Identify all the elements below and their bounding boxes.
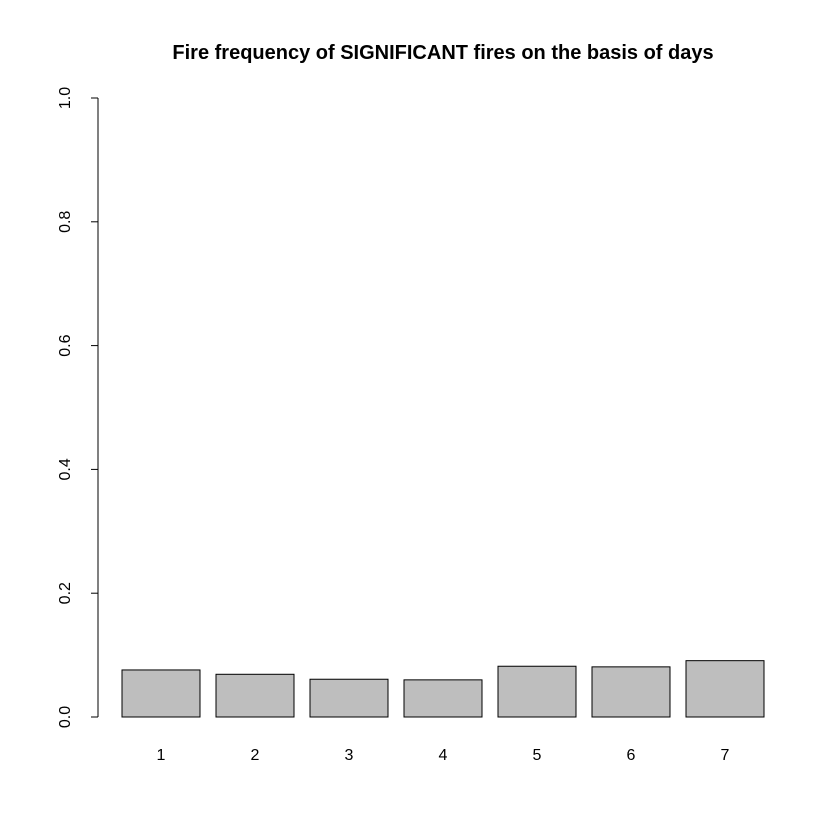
y-tick-label: 1.0 [57, 87, 74, 109]
y-tick-label: 0.4 [57, 458, 74, 480]
x-tick-label: 1 [157, 747, 166, 764]
y-tick-label: 0.0 [57, 706, 74, 728]
bar [309, 678, 389, 718]
bar [591, 666, 671, 718]
bar [403, 679, 483, 718]
y-tick-label: 0.6 [57, 334, 74, 356]
x-tick-label: 3 [345, 747, 354, 764]
x-tick-label: 4 [439, 747, 448, 764]
bar [685, 660, 765, 718]
y-axis: 0.0 0.2 0.4 0.6 0.8 1.0 [57, 87, 99, 728]
x-tick-label: 2 [251, 747, 260, 764]
x-tick-label: 7 [721, 747, 730, 764]
bar [121, 669, 201, 718]
bar [215, 673, 295, 718]
y-tick-label: 0.2 [57, 582, 74, 604]
y-tick-label: 0.8 [57, 211, 74, 233]
x-tick-label: 5 [533, 747, 542, 764]
chart-title: Fire frequency of SIGNIFICANT fires on t… [172, 42, 713, 64]
x-tick-label: 6 [627, 747, 636, 764]
x-tick-labels: 1 2 3 4 5 6 7 [157, 747, 730, 764]
bar [497, 665, 577, 718]
bars [121, 660, 765, 718]
